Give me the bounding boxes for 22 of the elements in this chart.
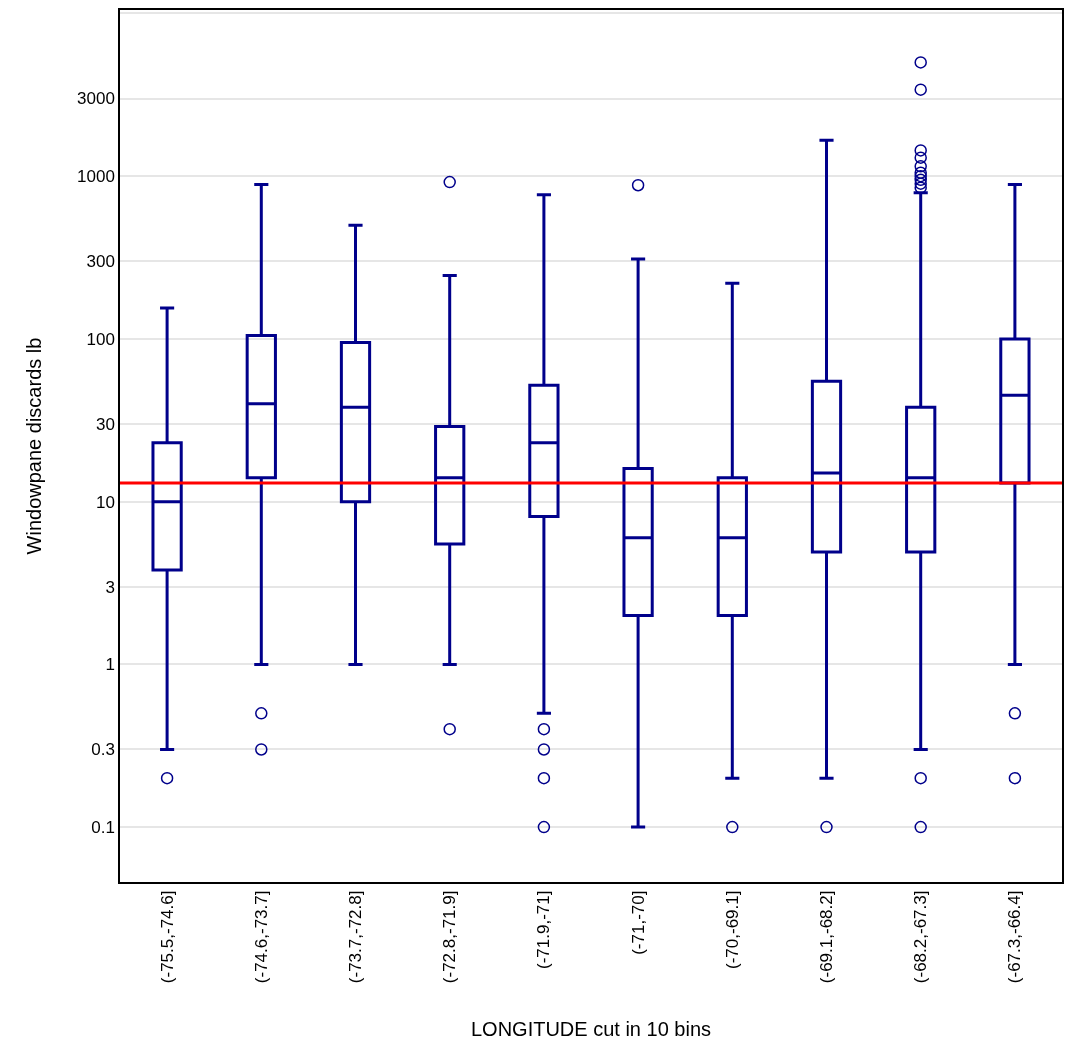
y-axis-title: Windowpane discards lb	[23, 337, 46, 555]
x-tick-label: (-75.5,-74.6]	[157, 890, 177, 984]
x-tick-label: (-69.1,-68.2]	[817, 890, 837, 984]
y-tick-label: 300	[86, 252, 115, 272]
y-tick-label: 3000	[77, 89, 115, 109]
x-tick-label: (-71,-70]	[628, 890, 648, 955]
x-tick-label: (-71.9,-71]	[534, 890, 554, 969]
x-tick-label: (-67.3,-66.4]	[1005, 890, 1025, 984]
y-tick-label: 3	[105, 577, 115, 597]
y-tick-label: 1000	[77, 167, 115, 187]
x-tick-label: (-70,-69.1]	[722, 890, 742, 969]
x-tick-label: (-74.6,-73.7]	[251, 890, 271, 984]
y-tick-label: 0.3	[91, 740, 115, 760]
y-tick-label: 10	[95, 492, 115, 512]
x-tick-label: (-72.8,-71.9]	[440, 890, 460, 984]
x-tick-label: (-68.2,-67.3]	[911, 890, 931, 984]
y-tick-label: 0.1	[91, 818, 115, 838]
y-tick-label: 100	[86, 329, 115, 349]
y-tick-label: 1	[105, 655, 115, 675]
x-axis-title: LONGITUDE cut in 10 bins	[470, 1018, 712, 1041]
y-tick-label: 30	[95, 414, 115, 434]
x-tick-label: (-73.7,-72.8]	[346, 890, 366, 984]
